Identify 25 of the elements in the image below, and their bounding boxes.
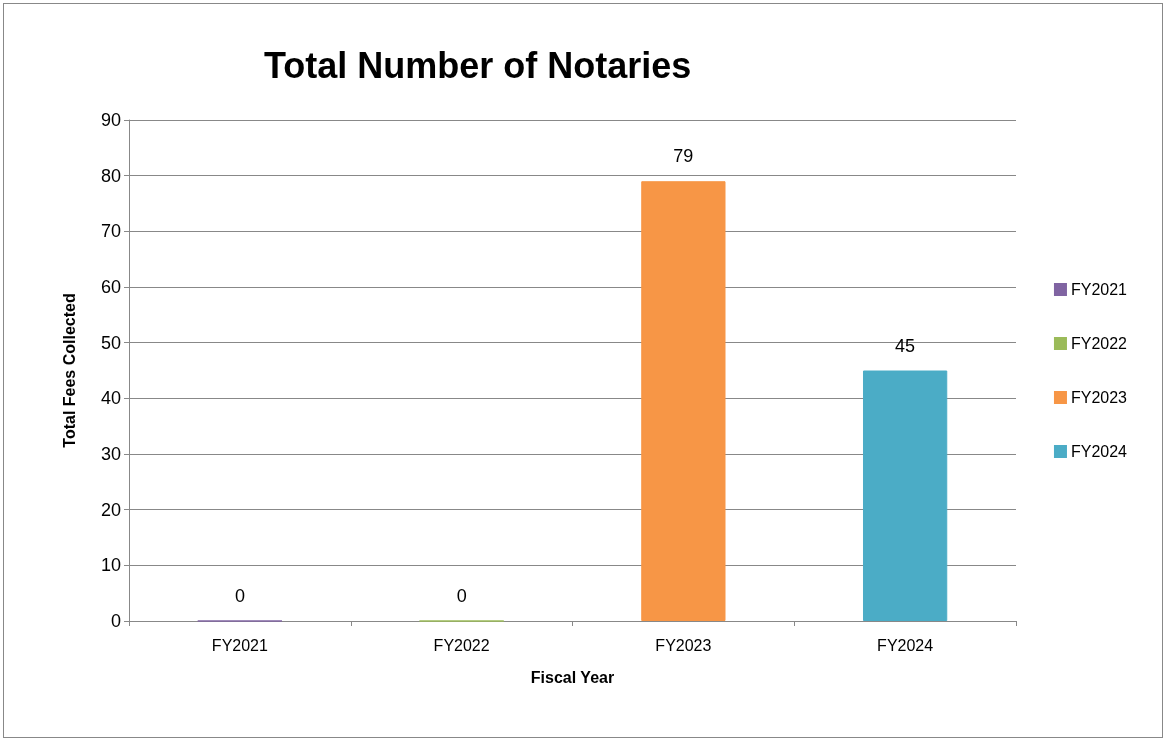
legend-label: FY2024 [1070,443,1128,460]
y-tick-label: 80 [100,165,121,186]
y-tick-label: 90 [100,110,121,130]
data-label: 0 [234,585,245,606]
data-label: 79 [673,146,694,167]
x-tick-label: FY2024 [877,636,934,654]
x-tick-label: FY2023 [655,636,712,654]
data-label: 45 [895,335,916,356]
y-axis-title: Total Fees Collected [60,293,78,448]
y-tick-label: 60 [100,277,121,297]
x-axis-title: Fiscal Year [530,668,615,686]
legend-label: FY2021 [1070,281,1128,298]
y-tick-label: 40 [100,388,121,409]
y-tick-label: 20 [100,499,121,520]
legend-label: FY2022 [1070,335,1128,352]
x-tick-label: FY2022 [433,636,490,654]
x-tick-label: FY2021 [211,636,268,654]
y-tick-label: 50 [100,332,121,353]
y-tick-label: 0 [110,611,121,631]
chart-title: Total Number of Notaries [264,44,692,86]
data-label: 0 [456,585,467,606]
y-tick-label: 70 [100,221,121,242]
y-tick-label: 30 [100,444,121,464]
legend-label: FY2023 [1070,389,1128,406]
y-tick-label: 10 [100,555,121,576]
